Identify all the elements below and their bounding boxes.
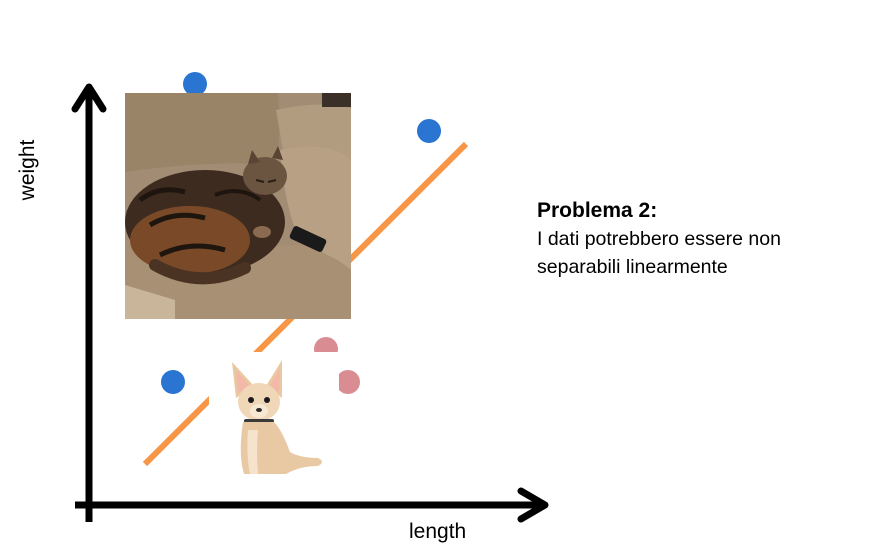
x-axis-label: length (409, 520, 467, 543)
data-point-blue (161, 370, 185, 394)
data-point-blue (183, 72, 207, 96)
chihuahua-photo (209, 352, 339, 480)
data-point-blue (417, 119, 441, 143)
text-box: Problema 2: I dati potrebbero essere non… (537, 197, 837, 281)
x-axis-arrowhead (517, 487, 549, 523)
y-axis-label: weight (16, 139, 39, 201)
problem-text-line-1: I dati potrebbero essere non (537, 228, 781, 250)
cat-photo (125, 93, 351, 319)
data-point-pink (336, 370, 360, 394)
y-axis-arrowhead (71, 83, 107, 113)
problem-text-line-2: separabili linearmente (537, 256, 728, 278)
problem-title: Problema 2: (537, 199, 658, 222)
